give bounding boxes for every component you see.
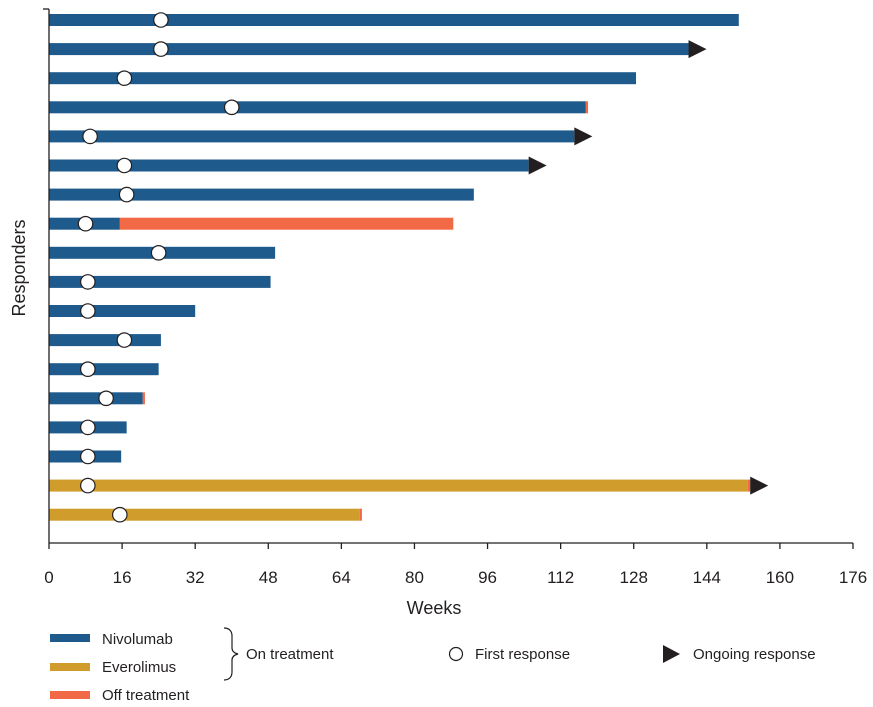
responder-row bbox=[49, 215, 454, 232]
x-tick-label: 112 bbox=[547, 568, 574, 587]
first-response-marker bbox=[80, 303, 96, 319]
nivolumab-bar bbox=[49, 188, 474, 201]
first-response-marker bbox=[77, 215, 94, 232]
responder-row bbox=[49, 419, 127, 436]
x-tick-label: 80 bbox=[405, 568, 424, 587]
nivolumab-bar bbox=[49, 275, 271, 288]
x-tick-label: 0 bbox=[44, 568, 53, 587]
first-response-marker bbox=[118, 186, 135, 203]
x-tick-label: 128 bbox=[620, 568, 648, 587]
ongoing-response-arrow bbox=[528, 156, 547, 175]
x-tick-label: 64 bbox=[332, 568, 351, 587]
first-response-marker bbox=[223, 99, 240, 116]
first-response-marker bbox=[80, 274, 96, 290]
first-response-marker bbox=[150, 245, 167, 261]
x-ticks: 0 16 32 48 64 80 96 112 128 144 160 176 bbox=[44, 543, 867, 587]
legend-swatch-off-treatment bbox=[50, 691, 90, 699]
off-treatment-bar bbox=[119, 217, 454, 230]
first-response-marker bbox=[80, 448, 96, 465]
nivolumab-bar bbox=[49, 334, 161, 347]
x-tick-label: 32 bbox=[186, 568, 205, 587]
legend-label-on-treatment: On treatment bbox=[246, 646, 334, 663]
responder-row bbox=[49, 186, 474, 203]
off-treatment-bar bbox=[359, 508, 362, 521]
x-axis-label: Weeks bbox=[407, 598, 462, 618]
responder-row bbox=[49, 70, 637, 86]
everolimus-bar bbox=[49, 508, 360, 521]
responder-row bbox=[49, 476, 769, 495]
legend-label-ongoing-response: Ongoing response bbox=[693, 646, 816, 663]
off-treatment-bar bbox=[142, 392, 145, 405]
nivolumab-bar bbox=[49, 101, 586, 114]
legend-swatch-nivolumab bbox=[50, 634, 90, 642]
responder-row bbox=[49, 127, 593, 146]
first-response-marker bbox=[112, 506, 128, 523]
first-response-marker bbox=[116, 157, 133, 174]
legend-ongoing-response-icon bbox=[663, 645, 680, 663]
legend-brace bbox=[223, 627, 239, 681]
nivolumab-bar bbox=[49, 159, 529, 172]
responder-row bbox=[49, 274, 271, 290]
first-response-marker bbox=[98, 390, 114, 407]
x-tick-label: 16 bbox=[113, 568, 132, 587]
legend: Nivolumab Everolimus Off treatment On tr… bbox=[50, 627, 816, 704]
x-tick-label: 176 bbox=[839, 568, 867, 587]
ongoing-response-arrow bbox=[574, 127, 593, 146]
x-tick-label: 48 bbox=[259, 568, 278, 587]
responder-row bbox=[49, 506, 362, 523]
responder-row bbox=[49, 390, 145, 407]
off-treatment-bar bbox=[585, 101, 589, 114]
legend-label-first-response: First response bbox=[475, 646, 570, 663]
legend-label-nivolumab: Nivolumab bbox=[102, 631, 173, 648]
everolimus-bar bbox=[49, 479, 748, 492]
responder-row bbox=[49, 332, 161, 348]
ongoing-response-arrow bbox=[750, 476, 769, 495]
x-tick-label: 96 bbox=[478, 568, 497, 587]
responder-row bbox=[49, 303, 196, 319]
responder-row bbox=[49, 40, 707, 59]
nivolumab-bar bbox=[49, 392, 143, 405]
nivolumab-bar bbox=[49, 305, 196, 317]
first-response-marker bbox=[116, 332, 133, 348]
nivolumab-bar bbox=[49, 130, 575, 143]
x-tick-label: 144 bbox=[693, 568, 721, 587]
responder-row bbox=[49, 245, 276, 261]
responder-row bbox=[49, 448, 122, 465]
legend-label-everolimus: Everolimus bbox=[102, 659, 176, 676]
legend-swatch-everolimus bbox=[50, 663, 90, 671]
x-tick-label: 160 bbox=[766, 568, 794, 587]
first-response-marker bbox=[80, 477, 96, 494]
nivolumab-bar bbox=[49, 14, 739, 26]
responder-row bbox=[49, 361, 159, 377]
nivolumab-bar bbox=[49, 72, 637, 85]
first-response-marker bbox=[153, 12, 169, 28]
nivolumab-bar bbox=[49, 363, 159, 376]
responder-row bbox=[49, 156, 547, 175]
nivolumab-bar bbox=[49, 43, 689, 56]
first-response-marker bbox=[116, 70, 133, 86]
legend-first-response-icon bbox=[448, 646, 464, 662]
axes-layer: 0 16 32 48 64 80 96 112 128 144 160 176 bbox=[43, 8, 867, 587]
legend-label-off-treatment: Off treatment bbox=[102, 687, 190, 704]
off-treatment-bar bbox=[747, 479, 751, 492]
y-axis-label: Responders bbox=[9, 219, 29, 316]
bars-layer bbox=[49, 12, 769, 523]
first-response-marker bbox=[82, 128, 98, 145]
responder-row bbox=[49, 99, 589, 116]
first-response-marker bbox=[153, 41, 169, 57]
first-response-marker bbox=[80, 361, 96, 377]
ongoing-response-arrow bbox=[688, 40, 707, 59]
responder-row bbox=[49, 12, 739, 28]
first-response-marker bbox=[80, 419, 96, 436]
